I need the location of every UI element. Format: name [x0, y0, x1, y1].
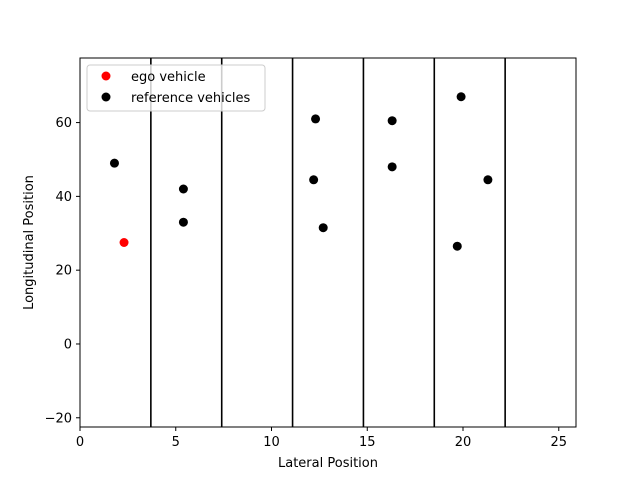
legend-label-ego-vehicle: ego vehicle — [131, 70, 206, 85]
y-tick-label-0: −20 — [45, 411, 72, 426]
ego-vehicle-point — [119, 238, 129, 247]
reference-vehicle-point-3 — [311, 114, 321, 124]
reference-vehicle-point-4 — [309, 175, 319, 185]
legend-marker-reference-vehicles — [101, 92, 111, 102]
reference-vehicle-point-0 — [109, 158, 119, 168]
legend: ego vehicle reference vehicles — [86, 64, 266, 112]
reference-vehicle-point-9 — [483, 175, 493, 185]
x-tick-label-0: 0 — [76, 435, 84, 450]
y-tick-label-4: 60 — [55, 116, 72, 131]
lane-lines — [150, 58, 506, 427]
x-tick-label-4: 20 — [455, 435, 472, 450]
x-axis-ticks: 0 5 10 15 20 25 — [76, 427, 567, 450]
reference-vehicle-point-7 — [387, 162, 397, 172]
reference-vehicle-point-1 — [178, 184, 188, 194]
reference-vehicle-point-6 — [387, 116, 397, 126]
y-axis-label: Longitudinal Position — [22, 175, 37, 310]
legend-label-reference-vehicles: reference vehicles — [131, 91, 251, 106]
x-tick-label-5: 25 — [550, 435, 567, 450]
legend-marker-ego-vehicle — [101, 71, 111, 81]
reference-vehicle-point-5 — [318, 223, 328, 233]
x-tick-label-1: 5 — [172, 435, 180, 450]
reference-vehicle-point-2 — [178, 217, 188, 227]
legend-box — [86, 64, 266, 112]
y-tick-label-3: 40 — [55, 190, 72, 205]
y-axis-ticks: −20 0 20 40 60 — [45, 116, 80, 426]
reference-vehicle-point-10 — [452, 241, 462, 251]
reference-vehicle-point-8 — [456, 92, 466, 102]
x-tick-label-3: 15 — [359, 435, 376, 450]
y-tick-label-1: 0 — [64, 337, 72, 352]
plot-frame — [79, 57, 577, 428]
data-points — [109, 92, 493, 251]
x-tick-label-2: 10 — [263, 435, 280, 450]
y-tick-label-2: 20 — [55, 264, 72, 279]
x-axis-label: Lateral Position — [278, 456, 378, 471]
